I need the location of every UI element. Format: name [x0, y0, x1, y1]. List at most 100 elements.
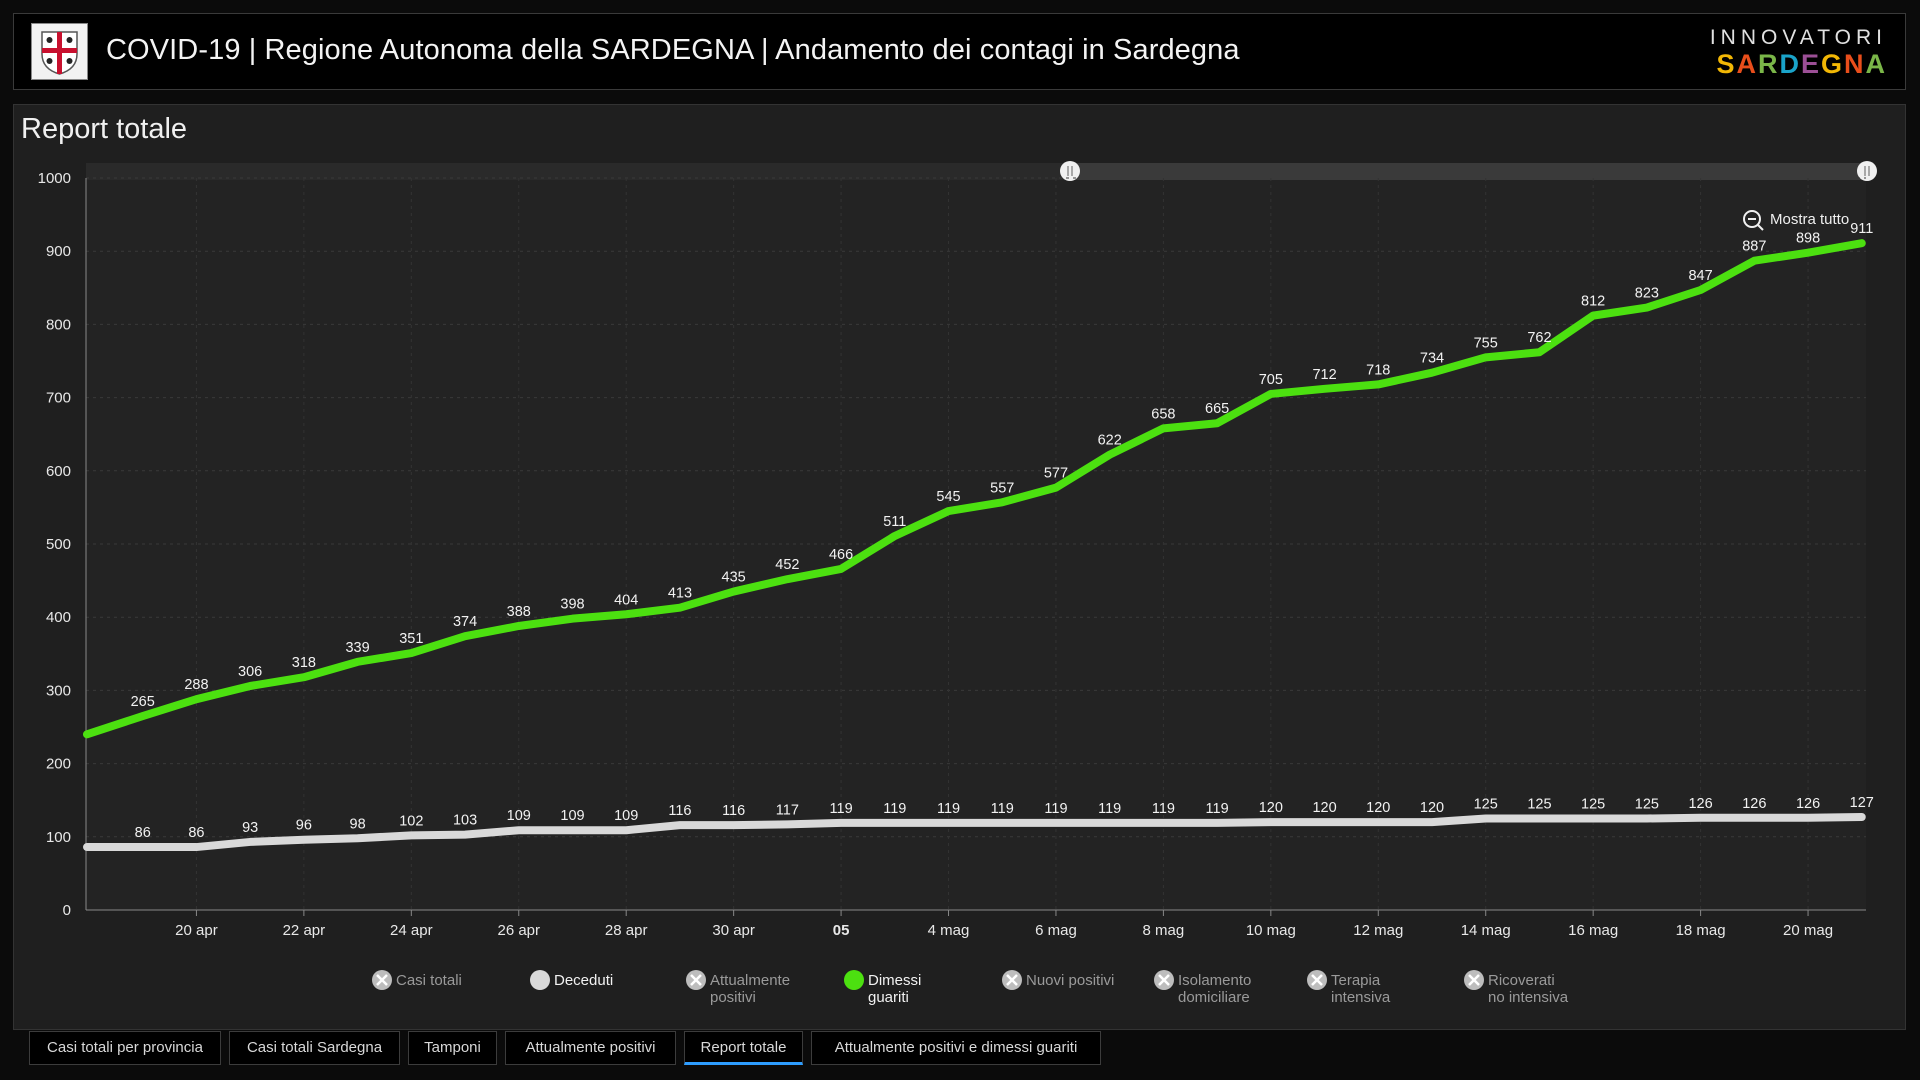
- brand-letter: N: [1844, 49, 1866, 79]
- data-label: 125: [1581, 797, 1605, 813]
- legend-label: intensiva: [1331, 989, 1391, 1006]
- data-label: 388: [507, 604, 531, 620]
- legend-x-mark: [1468, 974, 1480, 986]
- data-label: 120: [1259, 800, 1283, 816]
- data-label: 339: [345, 640, 369, 656]
- tab-casi-totali-per-provincia[interactable]: Casi totali per provincia: [29, 1031, 221, 1065]
- data-label: 887: [1742, 239, 1766, 255]
- data-label: 116: [722, 803, 745, 819]
- data-label: 119: [1098, 801, 1121, 817]
- legend-label: positivi: [710, 989, 756, 1006]
- brand-letter: R: [1757, 49, 1780, 79]
- data-label: 404: [614, 592, 638, 608]
- data-label: 102: [399, 813, 423, 829]
- legend-item-deceduti[interactable]: Deceduti: [530, 970, 613, 990]
- legend-marker-icon: [530, 970, 550, 990]
- x-tick-label: 20 apr: [175, 922, 218, 939]
- tab-tamponi[interactable]: Tamponi: [408, 1031, 497, 1065]
- region-coat-of-arms-logo: [31, 23, 88, 80]
- legend-label: Deceduti: [554, 972, 613, 989]
- data-label: 306: [238, 664, 262, 680]
- series-line-dimessi-guariti: [83, 239, 1866, 739]
- data-label: 511: [883, 514, 906, 530]
- y-tick-label: 700: [46, 390, 71, 407]
- data-label: 622: [1098, 433, 1122, 449]
- data-label: 119: [1044, 801, 1067, 817]
- zoom-slider-handle[interactable]: [1060, 161, 1080, 181]
- data-label: 351: [399, 631, 423, 647]
- y-tick-label: 500: [46, 536, 71, 553]
- legend-item-casi-totali[interactable]: Casi totali: [372, 970, 462, 990]
- y-tick-label: 800: [46, 316, 71, 333]
- data-label: 119: [937, 801, 960, 817]
- data-label: 398: [560, 597, 584, 613]
- y-tick-label: 200: [46, 756, 71, 773]
- data-label: 120: [1312, 800, 1336, 816]
- x-tick-label: 28 apr: [605, 922, 648, 939]
- data-label: 109: [614, 808, 638, 824]
- legend-x-mark: [1311, 974, 1323, 986]
- data-label: 452: [775, 557, 799, 573]
- data-label: 705: [1259, 372, 1283, 388]
- data-label: 288: [184, 677, 208, 693]
- data-label: 435: [722, 570, 746, 586]
- y-tick-label: 600: [46, 463, 71, 480]
- tab-casi-totali-sardegna[interactable]: Casi totali Sardegna: [229, 1031, 400, 1065]
- data-label: 126: [1796, 796, 1820, 812]
- legend-x-mark: [376, 974, 388, 986]
- legend-label: Nuovi positivi: [1026, 972, 1114, 989]
- data-label: 812: [1581, 294, 1605, 310]
- data-label: 86: [188, 825, 204, 841]
- tab-attualmente-positivi-e-dimessi-guariti[interactable]: Attualmente positivi e dimessi guariti: [811, 1031, 1101, 1065]
- x-tick-label: 8 mag: [1143, 922, 1185, 939]
- data-label: 126: [1742, 796, 1766, 812]
- brand-letter: A: [1865, 49, 1887, 79]
- legend-label: Terapia: [1331, 972, 1381, 989]
- data-label: 755: [1474, 335, 1498, 351]
- x-tick-label: 10 mag: [1246, 922, 1296, 939]
- data-label: 898: [1796, 231, 1820, 247]
- report-panel: Report totale 0 100 200 300 400 500 600 700 800 9…: [13, 104, 1906, 1030]
- y-tick-label: 100: [46, 829, 71, 846]
- x-tick-label: 18 mag: [1676, 922, 1726, 939]
- legend-item-nuovi-positivi[interactable]: Nuovi positivi: [1002, 970, 1114, 990]
- data-label: 127: [1850, 795, 1874, 811]
- legend-label: Attualmente: [710, 972, 790, 989]
- data-label: 116: [668, 803, 691, 819]
- data-label: 374: [453, 614, 477, 630]
- show-all-button[interactable]: Mostra tutto: [1743, 210, 1849, 231]
- data-label: 109: [507, 808, 531, 824]
- x-tick-label: 20 mag: [1783, 922, 1833, 939]
- series-line-deceduti: [83, 813, 1866, 852]
- data-label: 119: [830, 801, 853, 817]
- show-all-label: Mostra tutto: [1770, 211, 1849, 228]
- x-tick-label: 16 mag: [1568, 922, 1618, 939]
- tab-attualmente-positivi[interactable]: Attualmente positivi: [505, 1031, 676, 1065]
- data-label: 98: [350, 816, 366, 832]
- legend-label: Isolamento: [1178, 972, 1251, 989]
- data-label: 823: [1635, 286, 1659, 302]
- tab-report-totale[interactable]: Report totale: [684, 1031, 803, 1065]
- legend-label: no intensiva: [1488, 989, 1569, 1006]
- brand-top-text: INNOVATORI: [1709, 26, 1887, 49]
- data-label: 557: [990, 480, 1014, 496]
- legend-marker-icon: [844, 970, 864, 990]
- brand-letter: A: [1736, 49, 1758, 79]
- data-label: 911: [1850, 221, 1873, 237]
- data-label: 718: [1366, 362, 1390, 378]
- x-tick-label: 12 mag: [1353, 922, 1403, 939]
- data-label: 658: [1151, 406, 1175, 422]
- page-title: COVID-19 | Regione Autonoma della SARDEG…: [106, 34, 1240, 66]
- zoom-slider-handle[interactable]: [1857, 161, 1877, 181]
- zoom-slider-range[interactable]: [1070, 163, 1866, 180]
- panel-title: Report totale: [21, 113, 188, 145]
- y-tick-label: 1000: [38, 170, 71, 187]
- data-label: 577: [1044, 466, 1068, 482]
- data-label: 117: [776, 802, 799, 818]
- data-label: 318: [292, 655, 316, 671]
